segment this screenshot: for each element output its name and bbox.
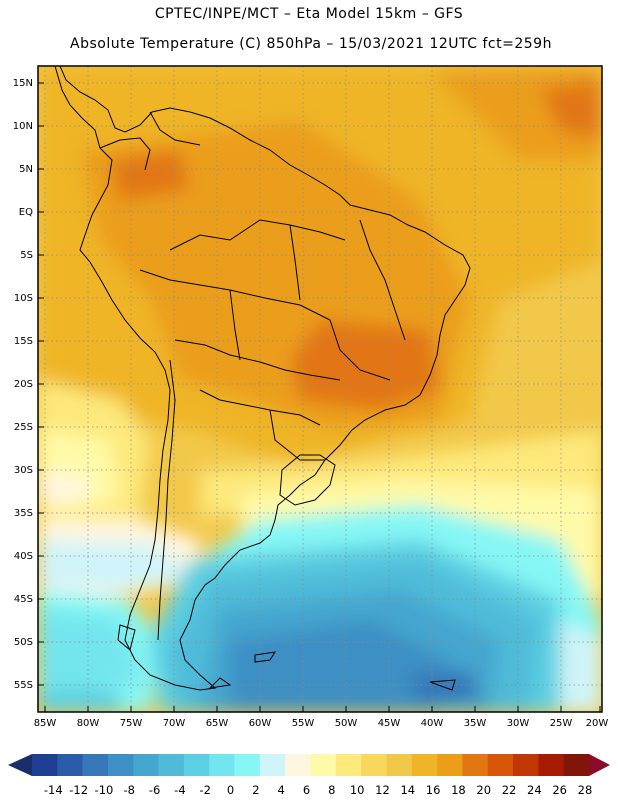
colorbar-swatch xyxy=(513,754,539,776)
lat-label: 15S xyxy=(14,336,33,347)
temperature-field xyxy=(38,66,602,712)
lat-label: 10S xyxy=(14,293,33,304)
colorbar-label: -8 xyxy=(124,783,135,797)
colorbar-label: 28 xyxy=(578,783,593,797)
colorbar-swatch xyxy=(310,754,337,776)
colorbar-label: 24 xyxy=(527,783,542,797)
lat-label: 25S xyxy=(14,422,33,433)
colorbar-label: 26 xyxy=(552,783,567,797)
colorbar-swatch xyxy=(437,754,463,776)
lat-label: 5S xyxy=(20,250,33,261)
lon-label: 20W xyxy=(586,718,609,729)
colorbar-swatch xyxy=(285,754,311,776)
colorbar-swatch xyxy=(411,754,438,776)
colorbar-label: 0 xyxy=(227,783,234,797)
lat-label: 50S xyxy=(14,637,33,648)
colorbar-swatch xyxy=(133,754,159,776)
colorbar-swatch xyxy=(82,754,109,776)
lon-label: 60W xyxy=(249,718,272,729)
title-line-2: Absolute Temperature (C) 850hPa – 15/03/… xyxy=(70,36,552,52)
colorbar-label: 16 xyxy=(426,783,441,797)
colorbar-label: 4 xyxy=(278,783,285,797)
colorbar-swatch xyxy=(183,754,210,776)
title-line-1: CPTEC/INPE/MCT – Eta Model 15km – GFS xyxy=(154,6,464,22)
lon-label: 45W xyxy=(378,718,401,729)
colorbar-label: 14 xyxy=(400,783,415,797)
lat-label: 40S xyxy=(14,551,33,562)
coastlines xyxy=(54,66,471,691)
colorbar-left-arrow xyxy=(8,754,32,776)
colorbar-swatch xyxy=(335,754,362,776)
lon-label: 50W xyxy=(335,718,358,729)
colorbar-label: 12 xyxy=(375,783,390,797)
colorbar-label: 8 xyxy=(328,783,335,797)
lon-label: 85W xyxy=(34,718,57,729)
colorbar-swatch xyxy=(563,754,590,776)
colorbar-swatch xyxy=(32,754,58,776)
colorbar-label: 20 xyxy=(476,783,491,797)
lon-label: 70W xyxy=(163,718,186,729)
lat-label: 55S xyxy=(14,680,33,691)
colorbar-swatch xyxy=(107,754,134,776)
colorbar-label: -4 xyxy=(174,783,185,797)
lat-label: 10N xyxy=(13,121,33,132)
lat-label: EQ xyxy=(19,207,33,218)
lat-label: 45S xyxy=(14,594,33,605)
latitude-labels: 15N 10N 5N EQ 5S 10S 15S 20S 25S 30S 35S… xyxy=(13,78,33,691)
colorbar-swatch xyxy=(158,754,185,776)
colorbar-swatch xyxy=(538,754,564,776)
colorbar-swatch xyxy=(462,754,489,776)
colorbar-right-arrow xyxy=(589,754,610,776)
lat-label: 30S xyxy=(14,465,33,476)
colorbar-label: -12 xyxy=(69,783,88,797)
colorbar-swatch xyxy=(386,754,413,776)
lon-label: 65W xyxy=(206,718,229,729)
colorbar: -14 -12 -10 -8 -6 -4 -2 0 2 4 6 8 10 12 14 16 18 20 22 24 26… xyxy=(8,754,610,797)
colorbar-swatch xyxy=(234,754,261,776)
colorbar-swatch xyxy=(209,754,235,776)
colorbar-label: -6 xyxy=(149,783,160,797)
colorbar-label: -10 xyxy=(95,783,114,797)
lat-label: 20S xyxy=(14,379,33,390)
colorbar-label: -14 xyxy=(44,783,63,797)
colorbar-swatch xyxy=(57,754,83,776)
lat-label: 15N xyxy=(13,78,33,89)
colorbar-label: 10 xyxy=(350,783,365,797)
lon-label: 30W xyxy=(507,718,530,729)
colorbar-label: 22 xyxy=(502,783,517,797)
lon-label: 55W xyxy=(292,718,315,729)
lat-label: 5N xyxy=(19,164,33,175)
colorbar-label: 18 xyxy=(451,783,466,797)
colorbar-label: -2 xyxy=(199,783,210,797)
lat-label: 35S xyxy=(14,508,33,519)
lon-label: 35W xyxy=(464,718,487,729)
longitude-labels: 85W 80W 75W 70W 65W 60W 55W 50W 45W 40W … xyxy=(34,718,609,729)
lon-label: 80W xyxy=(77,718,100,729)
colorbar-swatch xyxy=(361,754,387,776)
colorbar-swatch xyxy=(487,754,514,776)
lon-label: 25W xyxy=(550,718,573,729)
lon-label: 40W xyxy=(421,718,444,729)
colorbar-label: 2 xyxy=(252,783,259,797)
colorbar-swatch xyxy=(259,754,286,776)
lon-label: 75W xyxy=(120,718,143,729)
colorbar-label: 6 xyxy=(303,783,310,797)
